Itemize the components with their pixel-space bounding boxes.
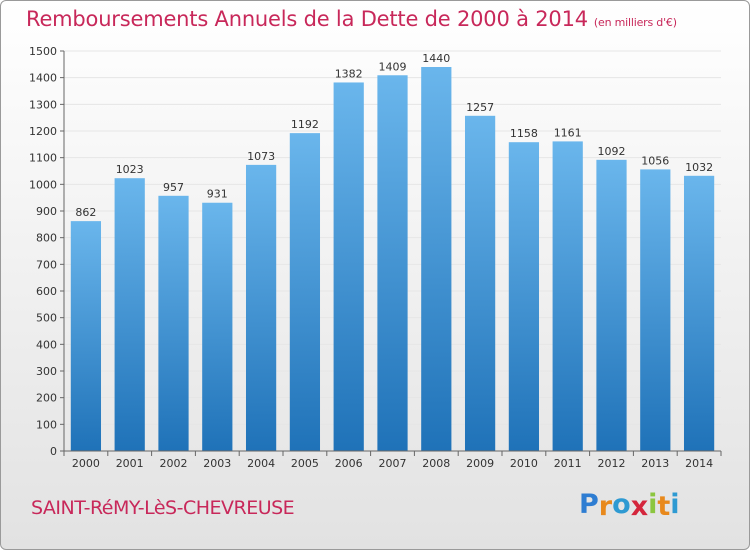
y-tick-label: 500 <box>36 312 57 325</box>
logo-letter: r <box>598 491 613 522</box>
y-axis-ticks: 0 100 200 300 400 500 600 700 800 900 1000 1100 1200… <box>29 45 64 458</box>
x-axis-ticks: 2000 2001 2002 2003 2004 2005 2006 2007 2008 2009… <box>63 451 722 470</box>
data-label-2014: 1032 <box>685 161 713 174</box>
x-tick-label-2007: 2007 <box>379 457 407 470</box>
x-tick-label-2000: 2000 <box>72 457 100 470</box>
x-tick-label-2004: 2004 <box>247 457 275 470</box>
proxiti-logo[interactable]: Proxiti <box>579 489 680 522</box>
x-tick-label-2012: 2012 <box>598 457 626 470</box>
bar-2001[interactable] <box>114 178 145 451</box>
logo-letter: o <box>612 489 631 520</box>
data-label-2012: 1092 <box>598 145 626 158</box>
data-label-2001: 1023 <box>116 163 144 176</box>
chart-subtitle: (en milliers d'€) <box>593 16 677 29</box>
x-tick-label-2006: 2006 <box>335 457 363 470</box>
logo-letter: i <box>670 489 680 520</box>
y-tick-label: 400 <box>36 338 57 351</box>
bar-2011[interactable] <box>552 141 583 451</box>
data-label-2008: 1440 <box>422 52 450 65</box>
x-tick-label-2005: 2005 <box>291 457 319 470</box>
y-tick-label: 1100 <box>29 152 57 165</box>
bar-2010[interactable] <box>508 142 540 451</box>
bar-2002[interactable] <box>158 195 189 451</box>
data-label-2005: 1192 <box>291 118 319 131</box>
data-label-2013: 1056 <box>641 154 669 167</box>
y-tick-label: 600 <box>36 285 57 298</box>
logo-letter: P <box>579 489 599 520</box>
title-text: Remboursements Annuels de la Dette de 20… <box>26 7 588 31</box>
y-tick-label: 1200 <box>29 125 57 138</box>
bars <box>70 67 715 452</box>
y-tick-label: 700 <box>36 258 57 271</box>
data-label-2007: 1409 <box>379 60 407 73</box>
data-label-2009: 1257 <box>466 101 494 114</box>
data-labels: 862 1023 957 931 1073 1192 1382 1409 1440 1257 115… <box>75 52 713 219</box>
bar-2008[interactable] <box>421 67 452 451</box>
bar-2006[interactable] <box>333 82 364 451</box>
y-tick-label: 1300 <box>29 98 57 111</box>
y-tick-label: 300 <box>36 365 57 378</box>
x-tick-label-2009: 2009 <box>466 457 494 470</box>
data-label-2000: 862 <box>75 206 96 219</box>
y-tick-label: 1400 <box>29 72 57 85</box>
bar-2012[interactable] <box>596 159 627 452</box>
data-label-2010: 1158 <box>510 127 538 140</box>
y-tick-label: 200 <box>36 392 57 405</box>
bar-2007[interactable] <box>377 75 408 452</box>
bar-2013[interactable] <box>640 169 671 451</box>
logo-letter: x <box>630 491 649 522</box>
x-tick-label-2014: 2014 <box>685 457 713 470</box>
logo-letter: i <box>648 489 658 520</box>
x-tick-label-2008: 2008 <box>422 457 450 470</box>
data-label-2006: 1382 <box>335 67 363 80</box>
y-tick-label: 100 <box>36 418 57 431</box>
bar-2014[interactable] <box>683 175 715 452</box>
y-tick-label: 800 <box>36 232 57 245</box>
x-tick-label-2013: 2013 <box>641 457 669 470</box>
bar-2000[interactable] <box>70 221 102 451</box>
x-tick-label-2001: 2001 <box>116 457 144 470</box>
x-tick-label-2003: 2003 <box>203 457 231 470</box>
axes <box>63 51 721 452</box>
data-label-2011: 1161 <box>554 126 582 139</box>
bar-2009[interactable] <box>464 115 496 452</box>
data-label-2002: 957 <box>163 181 184 194</box>
bar-2004[interactable] <box>245 164 277 451</box>
y-tick-label: 0 <box>50 445 57 458</box>
data-label-2004: 1073 <box>247 150 275 163</box>
x-tick-label-2011: 2011 <box>554 457 582 470</box>
x-tick-label-2002: 2002 <box>160 457 188 470</box>
y-tick-label: 1500 <box>29 45 57 58</box>
x-tick-label-2010: 2010 <box>510 457 538 470</box>
data-label-2003: 931 <box>207 188 228 201</box>
commune-name: SAINT-RéMY-LèS-CHEVREUSE <box>31 497 295 519</box>
y-tick-label: 900 <box>36 205 57 218</box>
chart-title: Remboursements Annuels de la Dette de 20… <box>26 7 677 31</box>
bar-2005[interactable] <box>289 133 321 451</box>
bar-2003[interactable] <box>202 202 233 451</box>
logo-letter: t <box>657 491 671 522</box>
y-tick-label: 1000 <box>29 178 57 191</box>
